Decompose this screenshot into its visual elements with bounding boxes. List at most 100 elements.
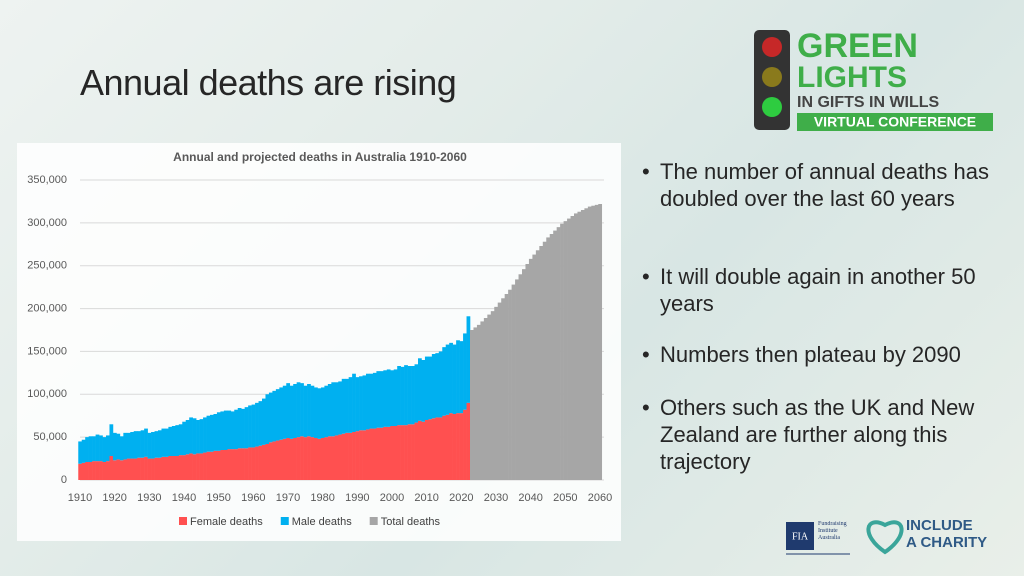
bar-segment xyxy=(210,451,214,480)
bar-segment xyxy=(334,435,339,480)
slide-title: Annual deaths are rising xyxy=(80,62,457,103)
bar-segment xyxy=(123,459,128,480)
bar-segment xyxy=(570,216,575,480)
bar-segment xyxy=(549,234,554,480)
bar-segment xyxy=(85,437,89,462)
bar-segment xyxy=(203,417,207,453)
bar-segment xyxy=(525,264,530,480)
bar-segment xyxy=(116,433,121,460)
bar-segment xyxy=(556,227,561,480)
bar-segment xyxy=(241,408,245,449)
bar-segment xyxy=(213,414,218,451)
bar-segment xyxy=(88,436,93,462)
bar-segment xyxy=(369,428,374,480)
bar-segment xyxy=(317,388,322,439)
bar-segment xyxy=(418,420,422,480)
bar-segment xyxy=(178,455,183,480)
bar-segment xyxy=(352,373,356,432)
chart-title: Annual and projected deaths in Australia… xyxy=(173,150,467,164)
bar-segment xyxy=(463,409,467,480)
bar-segment xyxy=(282,385,287,439)
x-tick-label: 2060 xyxy=(588,492,612,504)
legend-label: Total deaths xyxy=(381,516,441,528)
include-text: INCLUDE xyxy=(906,517,973,534)
bar-segment xyxy=(411,366,415,425)
bar-segment xyxy=(289,385,294,439)
bar-segment xyxy=(341,378,346,434)
x-tick-label: 1920 xyxy=(102,492,126,504)
bar-segment xyxy=(244,448,249,480)
bar-segment xyxy=(397,366,401,426)
bar-segment xyxy=(466,402,471,480)
bar-segment xyxy=(223,410,228,450)
bar-segment xyxy=(279,439,284,480)
bar-segment xyxy=(372,428,377,480)
bar-segment xyxy=(390,426,395,480)
bar-segment xyxy=(383,426,388,480)
bar-segment xyxy=(81,462,86,480)
bar-segment xyxy=(379,427,384,480)
bar-segment xyxy=(289,438,294,480)
bar-segment xyxy=(466,316,471,403)
bar-segment xyxy=(161,428,166,457)
heart-icon xyxy=(866,520,904,555)
bar-segment xyxy=(296,437,301,480)
bar-segment xyxy=(92,461,96,480)
bar-segment xyxy=(424,356,429,420)
bar-segment xyxy=(303,385,308,438)
bar-segment xyxy=(182,421,187,456)
bar-segment xyxy=(237,448,242,480)
bar-segment xyxy=(140,457,145,480)
bar-segment xyxy=(282,438,287,480)
bar-segment xyxy=(372,372,377,429)
bar-segment xyxy=(112,460,117,480)
logo-bar xyxy=(797,113,993,131)
y-tick-label: 250,000 xyxy=(27,260,67,272)
bar-segment xyxy=(258,401,263,446)
bar-segment xyxy=(591,205,596,480)
bar-segment xyxy=(376,371,381,428)
bar-segment xyxy=(130,458,135,480)
bar-segment xyxy=(227,449,232,480)
bar-segment xyxy=(227,410,232,450)
bar-segment xyxy=(147,458,152,480)
bar-segment xyxy=(546,237,551,480)
fia-mark xyxy=(786,522,814,550)
bar-segment xyxy=(435,353,440,418)
light-amber xyxy=(762,67,782,87)
bar-segment xyxy=(116,459,121,480)
bar-segment xyxy=(216,450,221,480)
bar-segment xyxy=(144,456,148,480)
bar-segment xyxy=(497,302,502,480)
bar-segment xyxy=(376,427,381,480)
bar-segment xyxy=(147,432,152,459)
bar-segment xyxy=(393,426,398,480)
bar-segment xyxy=(275,389,280,441)
x-tick-label: 1940 xyxy=(172,492,196,504)
bullet: The number of annual deaths has doubled … xyxy=(640,158,1024,212)
bar-segment xyxy=(563,221,568,480)
bar-segment xyxy=(255,446,259,480)
x-tick-label: 2010 xyxy=(414,492,438,504)
bar-segment xyxy=(196,420,200,454)
bar-segment xyxy=(445,344,450,415)
bar-segment xyxy=(216,412,221,451)
bar-segment xyxy=(78,463,83,480)
y-tick-label: 150,000 xyxy=(27,345,67,357)
bar-segment xyxy=(574,213,578,480)
bar-segment xyxy=(535,250,540,480)
bar-segment xyxy=(424,420,429,480)
bar-segment xyxy=(95,434,100,462)
bar-segment xyxy=(508,289,512,480)
bar-segment xyxy=(515,279,519,480)
bar-segment xyxy=(185,454,190,480)
bar-segment xyxy=(442,415,447,480)
bar-segment xyxy=(206,451,211,480)
bar-segment xyxy=(248,405,252,448)
bar-segment xyxy=(345,432,349,480)
bar-segment xyxy=(317,438,322,480)
bar-segment xyxy=(123,432,128,460)
bar-segment xyxy=(241,448,245,480)
bar-segment xyxy=(286,383,291,438)
bar-segment xyxy=(164,428,169,457)
